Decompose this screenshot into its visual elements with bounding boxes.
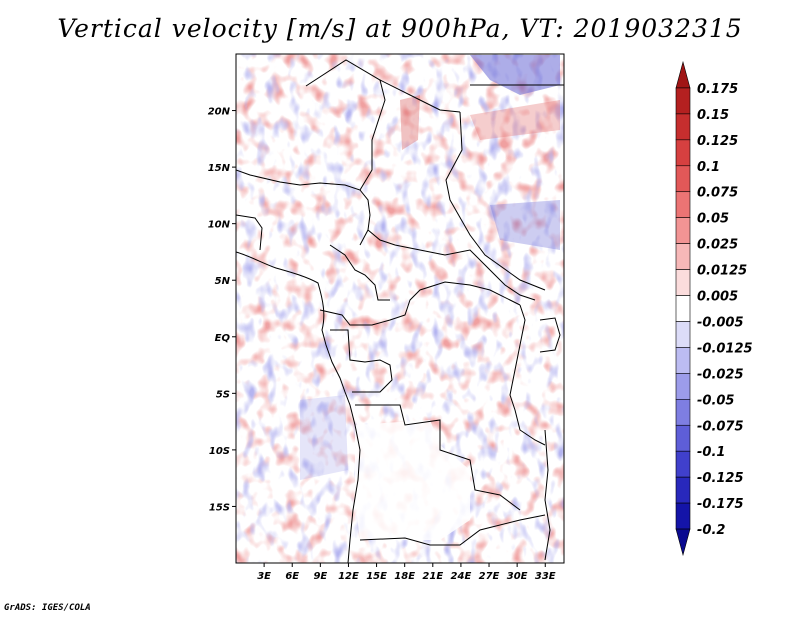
lon-tick-label: 27E [479,571,500,582]
colorbar-swatch [675,139,691,167]
colorbar-level-label: 0.1 [697,160,720,175]
lon-tick-label: 18E [394,571,415,582]
lon-tick-label: 9E [313,571,327,582]
colorbar-swatch [675,191,691,218]
colorbar-level-label: -0.175 [697,497,744,512]
colorbar-swatch [675,113,691,141]
country-borders [236,59,564,563]
colorbar-swatch [675,373,691,400]
lat-tick-label: EQ [215,333,231,344]
lon-tick-label: 15E [366,571,387,582]
colorbar-swatch [675,399,691,426]
colorbar-swatch [675,60,691,89]
colorbar-level-label: -0.2 [697,523,725,538]
colorbar-level-label: -0.075 [697,419,744,434]
colorbar-swatch [675,87,691,115]
colorbar-swatch [675,347,691,374]
lon-tick-label: 6E [285,571,299,582]
colorbar-level-label: 0.0125 [697,264,747,279]
lat-tick-label: 10S [209,446,230,457]
colorbar-level-label: 0.15 [697,108,729,123]
colorbar-swatch [675,502,691,530]
lon-tick-label: 21E [422,571,443,582]
lon-tick-label: 3E [257,571,271,582]
colorbar-swatch [675,321,691,348]
colorbar-swatch [675,243,691,270]
lat-axis: 20N 15N 10N 5N EQ 5S 10S 15S [208,107,236,513]
colorbar-level-label: -0.05 [697,393,734,408]
colorbar-level-label: -0.125 [697,471,744,486]
colorbar-level-label: 0.125 [697,134,738,149]
lat-tick-label: 10N [208,220,231,231]
colorbar-swatch [675,450,691,478]
vertical-velocity-field [236,54,564,563]
colorbar-level-label: -0.1 [697,445,725,460]
colorbar-swatch [675,528,691,557]
colorbar-swatch [675,217,691,244]
colorbar-level-label: 0.175 [697,82,738,97]
colorbar-swatch [675,476,691,504]
grads-credit: GrADS: IGES/COLA [4,603,91,613]
colorbar-swatch [675,165,691,193]
lon-axis: 3E 6E 9E 12E 15E 18E 21E 24E 27E 30E 33E [257,563,556,582]
lon-tick-label: 24E [451,571,472,582]
map-frame [235,53,565,564]
lon-tick-label: 30E [507,571,528,582]
colorbar-level-label: 0.05 [697,212,729,227]
colorbar-level-label: -0.025 [697,367,744,382]
lat-tick-label: 20N [208,107,231,118]
colorbar-swatch [675,295,691,322]
colorbar-level-label: -0.005 [697,315,744,330]
lon-tick-label: 12E [338,571,359,582]
colorbar-swatch [675,424,691,452]
colorbar-level-label: 0.075 [697,186,738,201]
lat-tick-label: 5S [216,389,230,400]
lat-tick-label: 5N [215,276,231,287]
colorbar-level-label: -0.0125 [697,341,753,356]
lat-tick-label: 15N [208,163,231,174]
colorbar-swatch [675,269,691,296]
chart-title: Vertical velocity [m/s] at 900hPa, VT: 2… [57,14,743,43]
lon-tick-label: 33E [535,571,556,582]
colorbar-level-label: 0.005 [697,290,738,305]
colorbar-level-label: 0.025 [697,238,738,253]
lat-tick-label: 15S [209,502,230,513]
